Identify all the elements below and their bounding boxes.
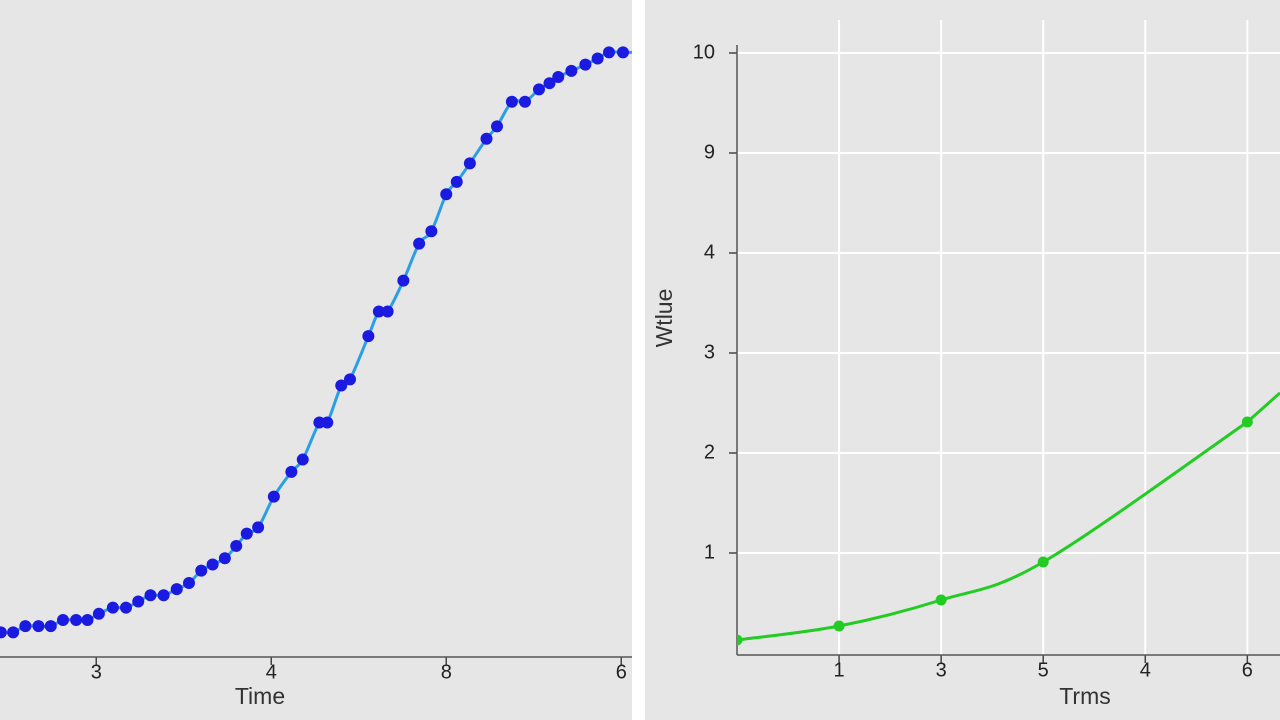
y-tick-label: 2 — [704, 441, 715, 463]
x-axis-title: Trms — [1059, 683, 1111, 709]
marker — [70, 613, 83, 626]
y-tick-label: 1 — [704, 541, 715, 563]
x-tick-label: 6 — [616, 661, 627, 683]
marker — [195, 564, 208, 577]
marker — [0, 626, 7, 639]
y-tick-label: 9 — [704, 141, 715, 163]
marker — [285, 465, 298, 478]
marker — [157, 589, 170, 602]
marker — [7, 626, 20, 639]
y-axis-title: Wtlue — [651, 289, 677, 348]
marker — [144, 589, 157, 602]
marker — [92, 607, 105, 620]
x-tick-label: 8 — [441, 661, 452, 683]
marker — [218, 552, 231, 565]
marker — [440, 188, 453, 201]
x-tick-label: 1 — [834, 659, 845, 681]
marker — [833, 620, 845, 632]
marker — [579, 58, 592, 71]
line — [737, 391, 1280, 642]
marker — [183, 576, 195, 589]
marker — [450, 175, 463, 188]
marker — [252, 521, 265, 534]
marker — [565, 64, 578, 77]
marker — [344, 373, 356, 386]
marker — [463, 157, 476, 170]
marker — [1241, 416, 1253, 428]
marker — [296, 453, 309, 466]
marker — [19, 620, 32, 633]
marker — [425, 225, 438, 238]
marker — [543, 77, 556, 90]
marker — [519, 95, 531, 108]
marker — [32, 620, 45, 633]
x-tick-label: 3 — [91, 661, 102, 683]
marker — [240, 527, 253, 540]
marker — [372, 305, 385, 318]
marker — [362, 330, 375, 343]
marker — [505, 95, 518, 108]
x-tick-label: 4 — [266, 661, 277, 683]
marker — [935, 594, 947, 606]
marker — [106, 601, 119, 614]
marker — [1037, 556, 1049, 568]
right-panel — [645, 0, 1280, 720]
x-tick-label: 5 — [1038, 659, 1049, 681]
marker — [381, 305, 394, 318]
y-tick-label: 10 — [693, 41, 715, 63]
marker — [335, 379, 348, 392]
marker — [120, 601, 132, 614]
x-tick-label: 4 — [1140, 659, 1151, 681]
series — [0, 46, 632, 639]
marker — [81, 613, 94, 626]
series — [737, 391, 1280, 646]
marker — [57, 613, 69, 626]
marker — [170, 583, 183, 596]
marker — [44, 620, 57, 633]
marker — [230, 539, 243, 552]
y-tick-label: 3 — [704, 341, 715, 363]
marker — [591, 52, 604, 65]
x-axis-title: Time — [235, 683, 285, 709]
marker — [267, 490, 280, 503]
x-tick-label: 3 — [936, 659, 947, 681]
marker — [603, 46, 615, 59]
marker — [397, 274, 410, 287]
x-tick-label: 6 — [1242, 659, 1253, 681]
marker — [321, 416, 334, 429]
marker — [413, 237, 426, 250]
left-panel — [0, 0, 632, 720]
marker — [533, 83, 545, 96]
marker — [132, 595, 145, 608]
marker — [480, 132, 493, 145]
y-tick-label: 4 — [704, 241, 715, 263]
marker — [491, 120, 503, 133]
marker — [737, 634, 743, 646]
marker — [552, 71, 565, 84]
marker — [206, 558, 219, 571]
marker — [617, 46, 629, 59]
